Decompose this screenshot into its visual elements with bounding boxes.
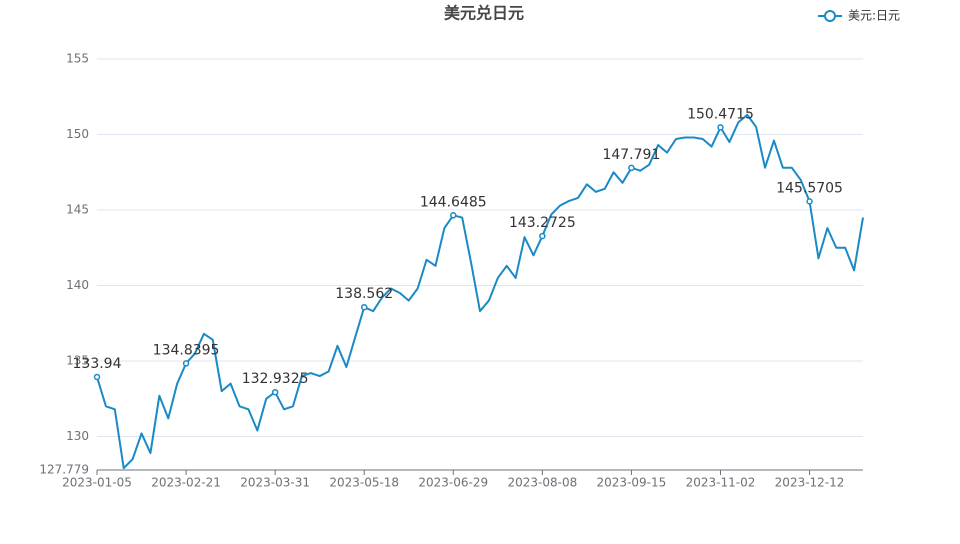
y-tick-label: 150 <box>66 127 89 141</box>
point-marker <box>450 212 457 219</box>
data-label: 134.8395 <box>153 342 220 358</box>
x-tick-label: 2023-01-05 <box>62 476 132 490</box>
chart-title: 美元兑日元 <box>444 4 524 23</box>
x-tick-label: 2023-03-31 <box>240 476 310 490</box>
point-marker <box>628 164 635 172</box>
data-label: 143.2725 <box>509 215 576 231</box>
x-tick-label: 2023-06-29 <box>418 476 488 490</box>
x-tick-label: 2023-02-21 <box>151 476 221 490</box>
legend-marker <box>824 10 836 22</box>
y-tick-label: 127.779 <box>39 463 89 477</box>
x-tick-label: 2023-12-12 <box>775 476 845 490</box>
x-tick-label: 2023-11-02 <box>686 476 756 490</box>
point-marker <box>806 198 813 205</box>
point-marker <box>93 373 101 381</box>
line <box>96 113 864 470</box>
data-label: 132.9325 <box>242 371 309 387</box>
point-marker <box>271 388 279 396</box>
y-tick-label: 135 <box>66 353 89 367</box>
y-tick-label: 145 <box>66 202 89 216</box>
data-label: 147.791 <box>602 147 660 163</box>
point-marker <box>360 303 368 311</box>
data-label: 138.562 <box>335 286 393 302</box>
data-label: 150.4715 <box>687 106 754 122</box>
data-label: 145.5705 <box>776 180 843 196</box>
x-tick-label: 2023-09-15 <box>597 476 667 490</box>
data-label: 133.94 <box>73 356 122 372</box>
x-tick-label: 2023-05-18 <box>329 476 399 490</box>
y-tick-label: 130 <box>66 429 89 443</box>
x-tick-label: 2023-08-08 <box>507 476 577 490</box>
data-label: 144.6485 <box>420 194 487 210</box>
y-tick-label: 140 <box>66 278 89 292</box>
point-marker <box>717 124 724 131</box>
point-marker <box>539 232 546 240</box>
legend-label: 美元:日元 <box>848 9 900 23</box>
y-tick-label: 155 <box>66 52 89 66</box>
point-marker <box>182 360 190 367</box>
